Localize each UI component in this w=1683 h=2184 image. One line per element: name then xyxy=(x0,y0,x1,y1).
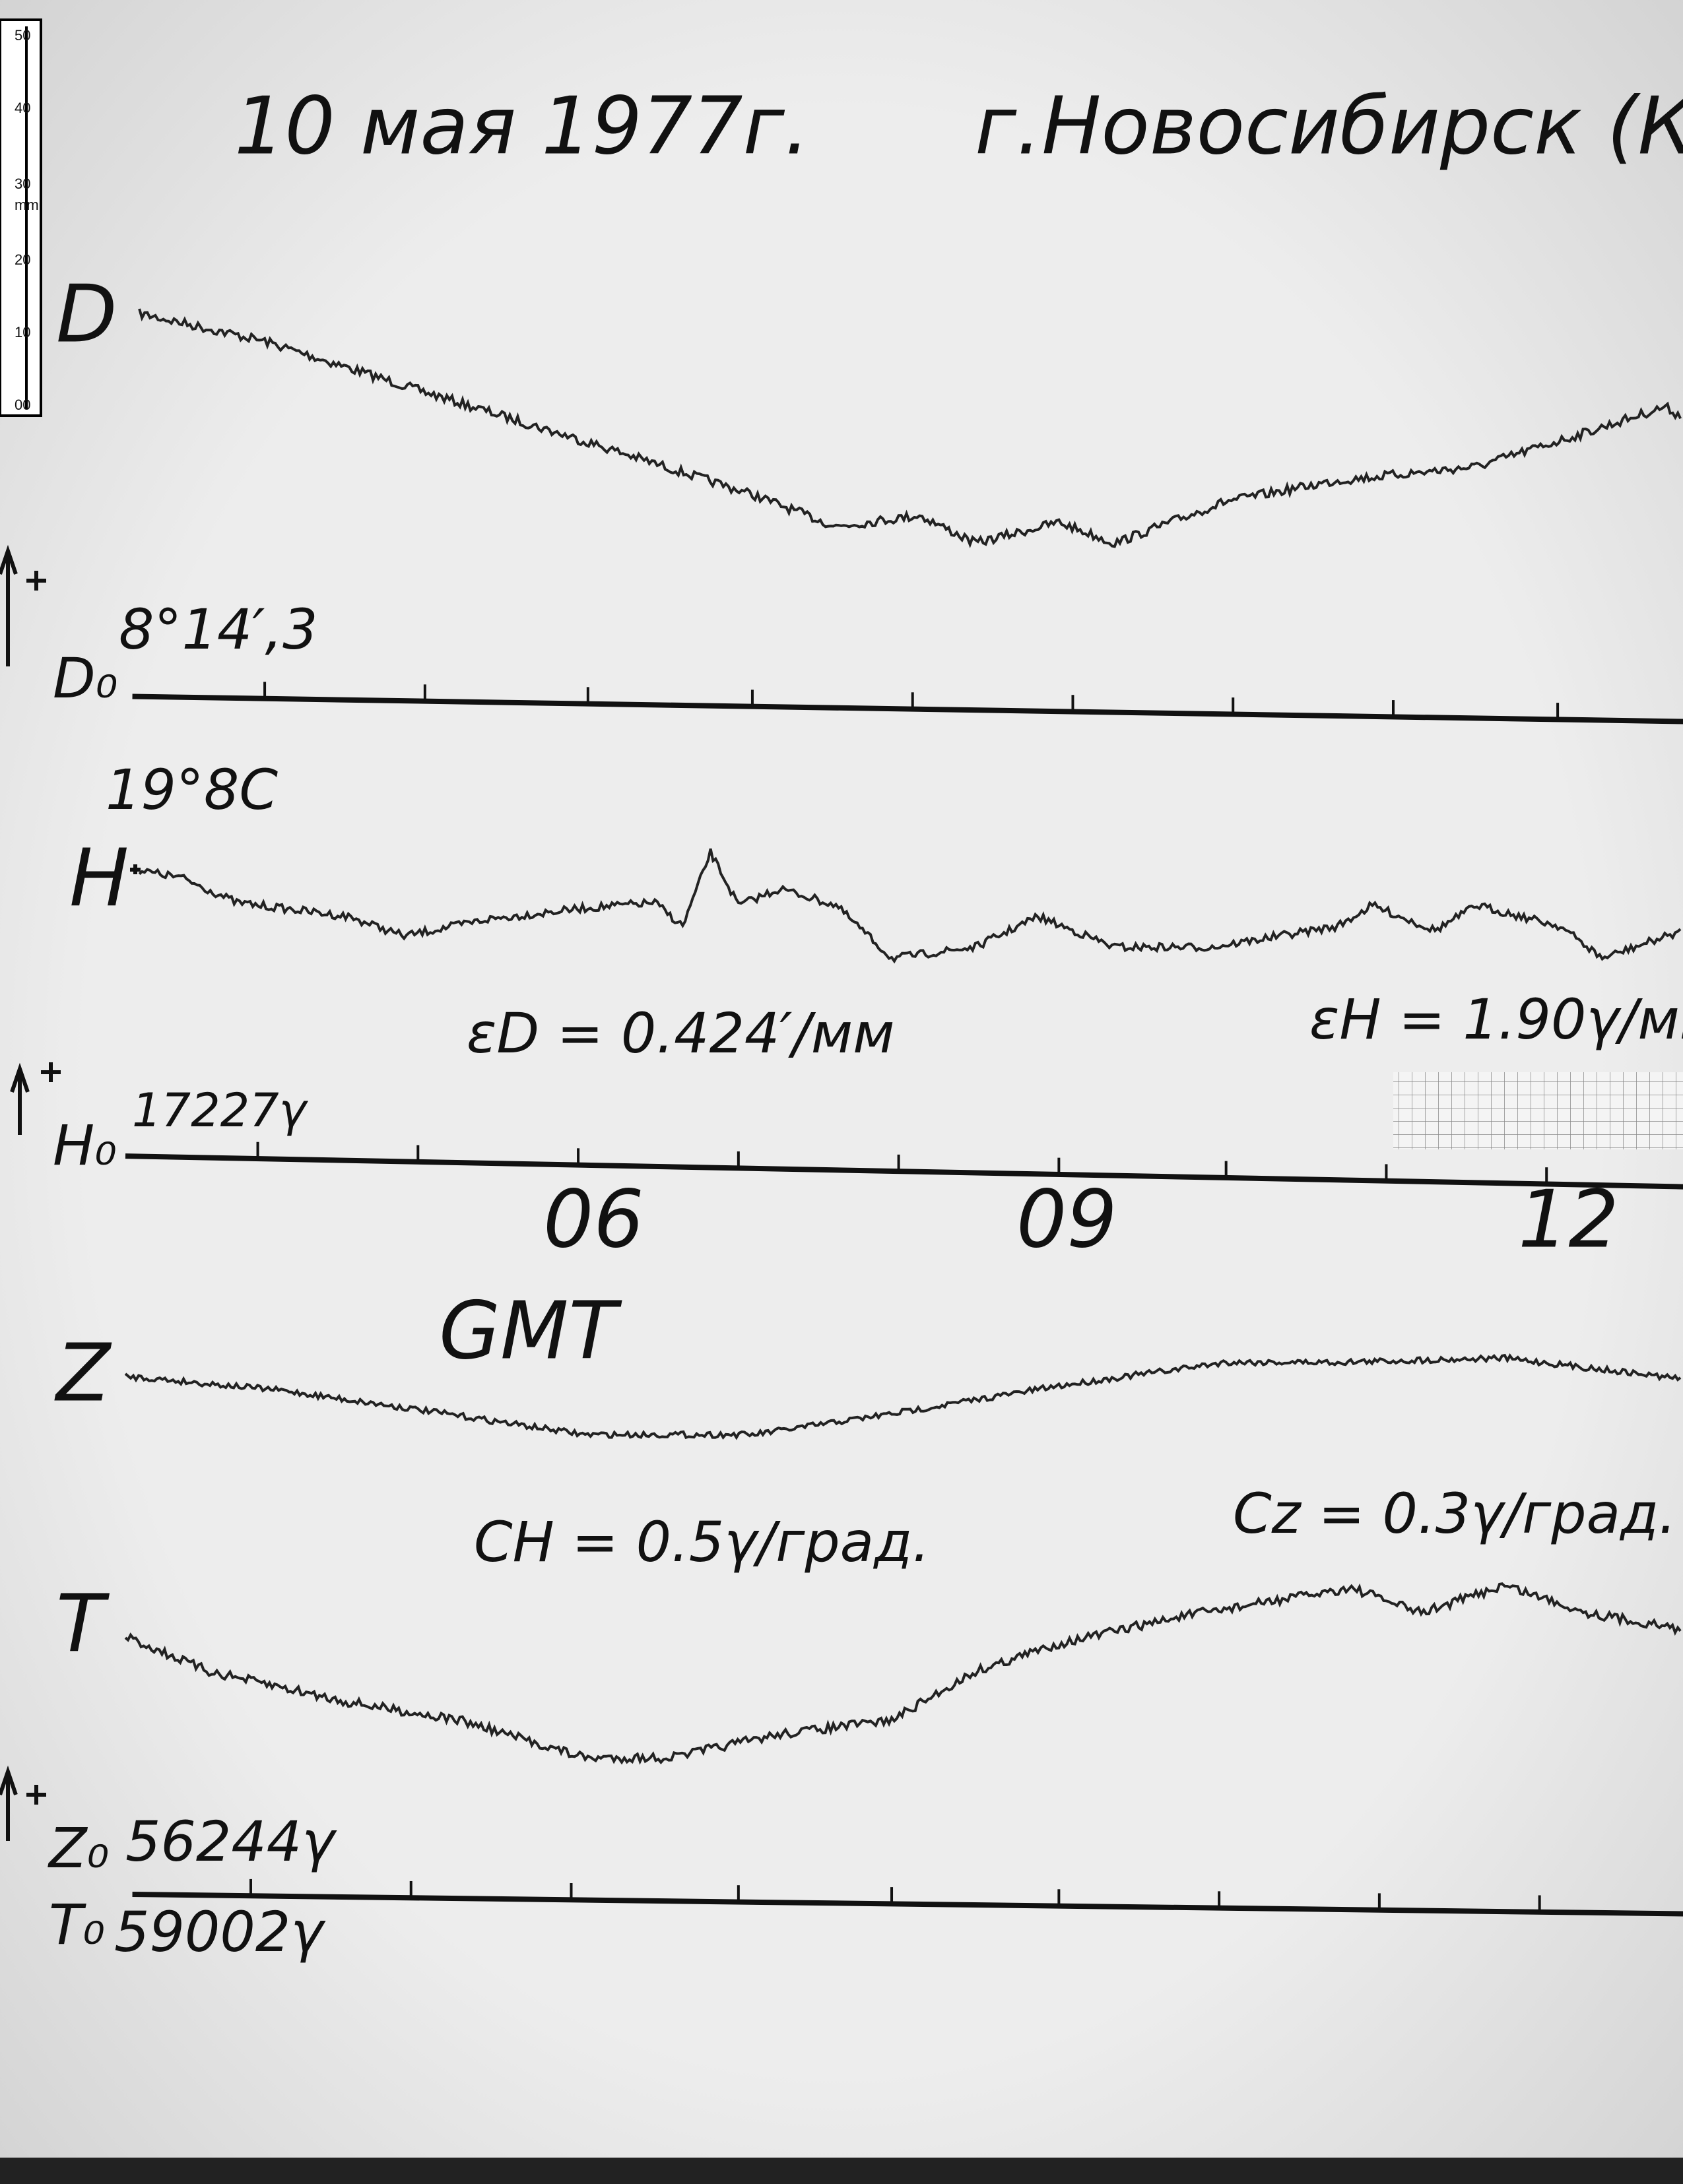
base-label: T₀ xyxy=(49,1892,105,1957)
trace xyxy=(124,1353,1682,1440)
base-label: Z₀ xyxy=(48,1816,109,1880)
scale-tick: 20 xyxy=(15,251,30,268)
channel-label: Z xyxy=(54,1328,112,1420)
annotation: CH = 0.5γ/град. xyxy=(474,1510,930,1574)
temperature: 19°8C xyxy=(106,757,278,822)
baseline xyxy=(125,1153,1683,1190)
base-value: 59002γ xyxy=(114,1900,326,1964)
annotation: εD = 0.424′/мм xyxy=(467,1001,894,1066)
time-label: 09 xyxy=(1016,1174,1117,1266)
time-label: 12 xyxy=(1518,1174,1619,1266)
baseline xyxy=(132,693,1683,724)
traces xyxy=(124,308,1683,1917)
baseline xyxy=(132,1891,1683,1917)
date: 10 мая 1977г. xyxy=(234,81,810,173)
scale-unit: mm xyxy=(15,197,39,213)
scale-tick: 00 xyxy=(15,397,30,413)
scale-tick: 30 xyxy=(15,176,30,192)
scale-tick: 50 xyxy=(15,27,30,44)
bottom-edge xyxy=(0,2158,1683,2184)
scale-bar: 50 40 30 mm 20 10 00 xyxy=(0,18,42,417)
arrows xyxy=(0,544,141,1841)
channel-label: T xyxy=(56,1579,110,1671)
base-label: D₀ xyxy=(53,646,117,711)
time-label: 06 xyxy=(543,1174,644,1266)
base-value: 56244γ xyxy=(125,1809,337,1874)
trace xyxy=(138,848,1682,964)
scale-tick: 10 xyxy=(15,324,30,340)
grid-paper xyxy=(1393,1072,1683,1149)
trace xyxy=(138,308,1682,548)
base-value: 8°14′,3 xyxy=(119,597,318,662)
trace xyxy=(124,1582,1682,1765)
scale-tick: 40 xyxy=(15,100,30,116)
base-label: H₀ xyxy=(53,1113,117,1178)
channel-label: D xyxy=(56,269,117,361)
channel-label: H xyxy=(69,833,129,925)
time-zone: GMT xyxy=(439,1286,623,1378)
annotation: Cz = 0.3γ/град. xyxy=(1233,1481,1676,1546)
base-value: 17227γ xyxy=(132,1083,309,1138)
annotation: εH = 1.90γ/мм xyxy=(1309,987,1683,1052)
place: г.Новосибирск (К xyxy=(975,81,1683,173)
